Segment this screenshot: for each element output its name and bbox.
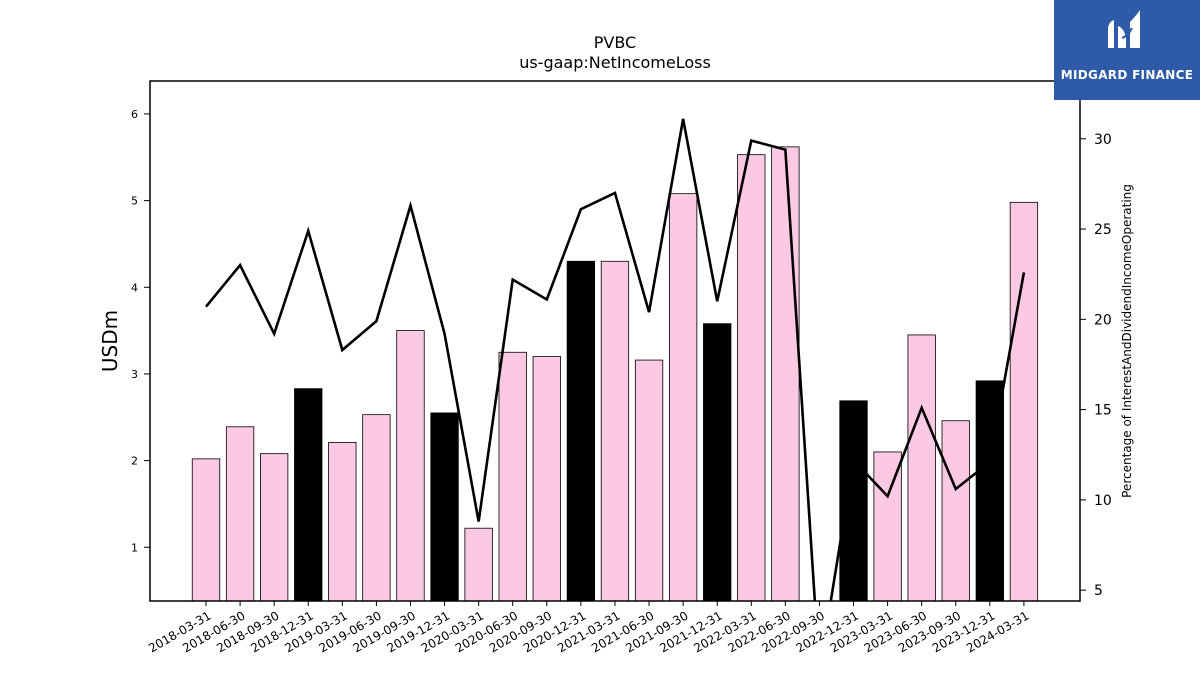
y2-axis-label: Percentage of InterestAndDividendIncomeO… (1120, 184, 1134, 498)
y-tick-label: 3 (131, 368, 138, 381)
bar-2020-06-30 (498, 351, 527, 602)
bar-2020-12-31 (566, 260, 596, 602)
y-tick-label: 5 (131, 195, 138, 208)
bar-2023-09-30 (941, 420, 970, 602)
bar-2019-06-30 (362, 414, 391, 602)
bar-2018-03-31 (191, 458, 221, 602)
bar-2019-12-31 (430, 412, 459, 602)
y2-tick-label: 5 (1094, 583, 1103, 599)
bar-2024-03-31 (1009, 201, 1039, 602)
chart-title: PVBC (594, 33, 636, 52)
x-axis: 2018-03-312018-06-302018-09-302018-12-31… (146, 601, 1031, 655)
bar-2022-03-31 (737, 154, 766, 602)
y2-tick-label: 30 (1094, 132, 1112, 148)
brand-name: MIDGARD FINANCE (1060, 68, 1194, 82)
y2-tick-label: 10 (1094, 493, 1112, 509)
y-tick-label: 6 (131, 108, 138, 121)
y2-tick-label: 20 (1094, 312, 1112, 328)
bar-2021-03-31 (600, 260, 630, 602)
y-tick-label: 4 (131, 281, 138, 294)
bar-2018-06-30 (225, 426, 255, 602)
y-axis-label: USDm (98, 310, 122, 372)
chart-subtitle: us-gaap:NetIncomeLoss (519, 53, 711, 72)
bar-2022-12-31 (839, 400, 868, 602)
y-tick-label: 1 (131, 541, 138, 554)
y-tick-label: 2 (131, 455, 138, 468)
bar-2021-12-31 (703, 323, 732, 602)
bar-2020-03-31 (464, 527, 493, 602)
brand-logo: MIDGARD FINANCE (1054, 0, 1200, 100)
line-layer (204, 118, 1026, 601)
y2-tick-label: 25 (1094, 222, 1112, 238)
right-axis: 5 10 15 20 25 30 (1080, 132, 1112, 599)
bar-2021-09-30 (668, 193, 698, 602)
bar-2018-12-31 (294, 388, 323, 602)
bar-2018-09-30 (260, 453, 289, 602)
bar-2020-09-30 (532, 356, 561, 602)
bar-2022-06-30 (771, 146, 800, 602)
bars-layer (191, 146, 1039, 602)
bar-2023-03-31 (873, 451, 902, 602)
y2-tick-label: 15 (1094, 403, 1112, 419)
bar-2023-06-30 (907, 334, 936, 602)
bar-2019-03-31 (328, 441, 357, 602)
bar-2019-09-30 (396, 330, 425, 602)
bar-2021-06-30 (634, 359, 664, 602)
left-axis: 1 2 3 4 5 6 (131, 108, 150, 554)
midgard-logo-icon (1108, 10, 1140, 48)
